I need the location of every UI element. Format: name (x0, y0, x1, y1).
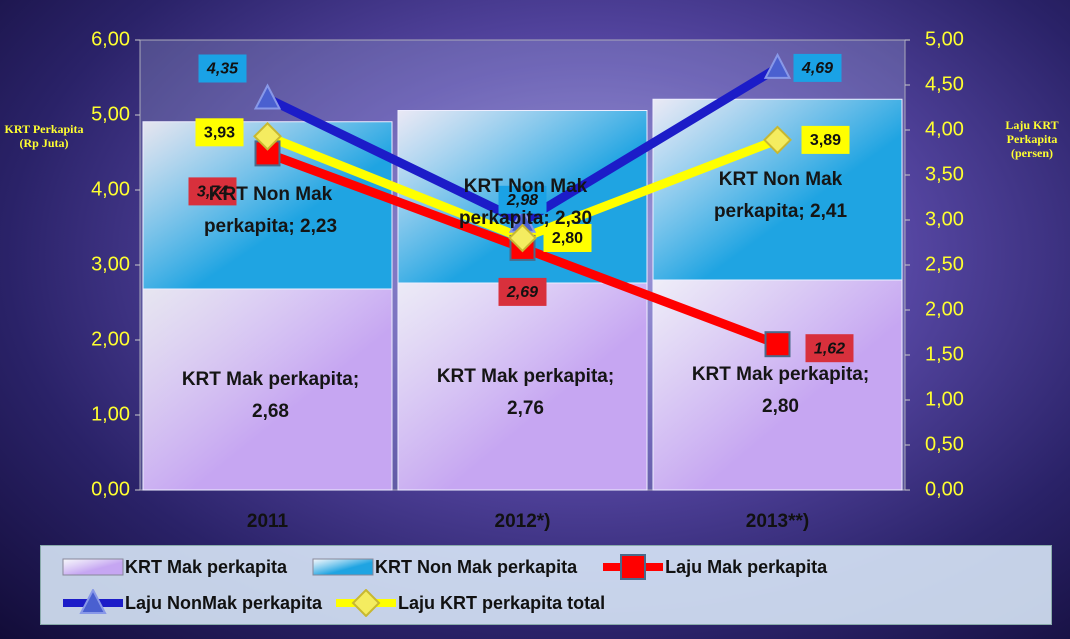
x-tick-label: 2013**) (746, 511, 809, 532)
data-label: 3,89 (810, 132, 841, 149)
y2-axis-title: Laju KRT Perkapita (persen) (990, 118, 1070, 160)
legend-swatch (601, 553, 665, 581)
legend-swatch (311, 553, 375, 581)
legend-swatch (334, 589, 398, 617)
x-tick-label: 2011 (247, 511, 289, 532)
bar-label: KRT Non Mak perkapita; 2,30 (431, 171, 621, 235)
bar-label: KRT Mak perkapita; 2,76 (431, 361, 621, 425)
y-tick-label: 5,00 (91, 103, 130, 125)
legend-marker (353, 590, 379, 616)
data-label: 4,35 (206, 61, 239, 78)
data-label: 2,69 (506, 284, 538, 301)
legend-item: Laju NonMak perkapita (61, 585, 322, 621)
data-label: 4,69 (801, 60, 833, 77)
bar-label: KRT Non Mak perkapita; 2,23 (176, 179, 366, 243)
legend-label: KRT Mak perkapita (125, 557, 287, 578)
y2-tick-label: 3,00 (925, 208, 964, 230)
marker (766, 332, 790, 356)
chart: 0,00 1,00 2,00 3,00 4,00 5,00 6,00 0,00 0,50 1,00… (0, 0, 1070, 639)
y2-tick-label: 4,50 (925, 73, 964, 95)
legend-swatch (61, 589, 125, 617)
bar-label: KRT Mak perkapita; 2,68 (176, 364, 366, 428)
legend-item: KRT Mak perkapita (61, 549, 287, 585)
y-tick-label: 0,00 (91, 478, 130, 500)
legend-label: KRT Non Mak perkapita (375, 557, 577, 578)
x-tick-label: 2012*) (495, 511, 551, 532)
legend-label: Laju KRT perkapita total (398, 593, 605, 614)
y2-tick-label: 2,00 (925, 298, 964, 320)
y-tick-label: 6,00 (91, 28, 130, 50)
y2-tick-label: 1,00 (925, 388, 964, 410)
bar-label: KRT Mak perkapita; 2,80 (686, 359, 876, 423)
data-label: 1,62 (814, 340, 845, 357)
legend-swatch-rect (313, 559, 373, 575)
y2-tick-label: 1,50 (925, 343, 964, 365)
chart-page: 0,00 1,00 2,00 3,00 4,00 5,00 6,00 0,00 0,50 1,00… (0, 0, 1070, 639)
legend-marker (621, 555, 645, 579)
y2-tick-label: 4,00 (925, 118, 964, 140)
data-label: 3,93 (204, 125, 235, 142)
legend-item: Laju Mak perkapita (601, 549, 827, 585)
bar-label: KRT Non Mak perkapita; 2,41 (686, 164, 876, 228)
y-tick-label: 1,00 (91, 403, 130, 425)
legend-swatch-rect (63, 559, 123, 575)
y2-tick-label: 0,50 (925, 433, 964, 455)
legend-item: KRT Non Mak perkapita (311, 549, 577, 585)
y-tick-label: 4,00 (91, 178, 130, 200)
y-axis-title: KRT Perkapita (Rp Juta) (4, 122, 84, 150)
y2-tick-label: 5,00 (925, 28, 964, 50)
y2-tick-label: 3,50 (925, 163, 964, 185)
legend-label: Laju NonMak perkapita (125, 593, 322, 614)
legend-item: Laju KRT perkapita total (334, 585, 605, 621)
legend: KRT Mak perkapita KRT Non Mak perkapita La… (40, 545, 1052, 625)
y-tick-label: 2,00 (91, 328, 130, 350)
y2-tick-label: 2,50 (925, 253, 964, 275)
legend-swatch (61, 553, 125, 581)
y-tick-label: 3,00 (91, 253, 130, 275)
y2-tick-label: 0,00 (925, 478, 964, 500)
legend-label: Laju Mak perkapita (665, 557, 827, 578)
